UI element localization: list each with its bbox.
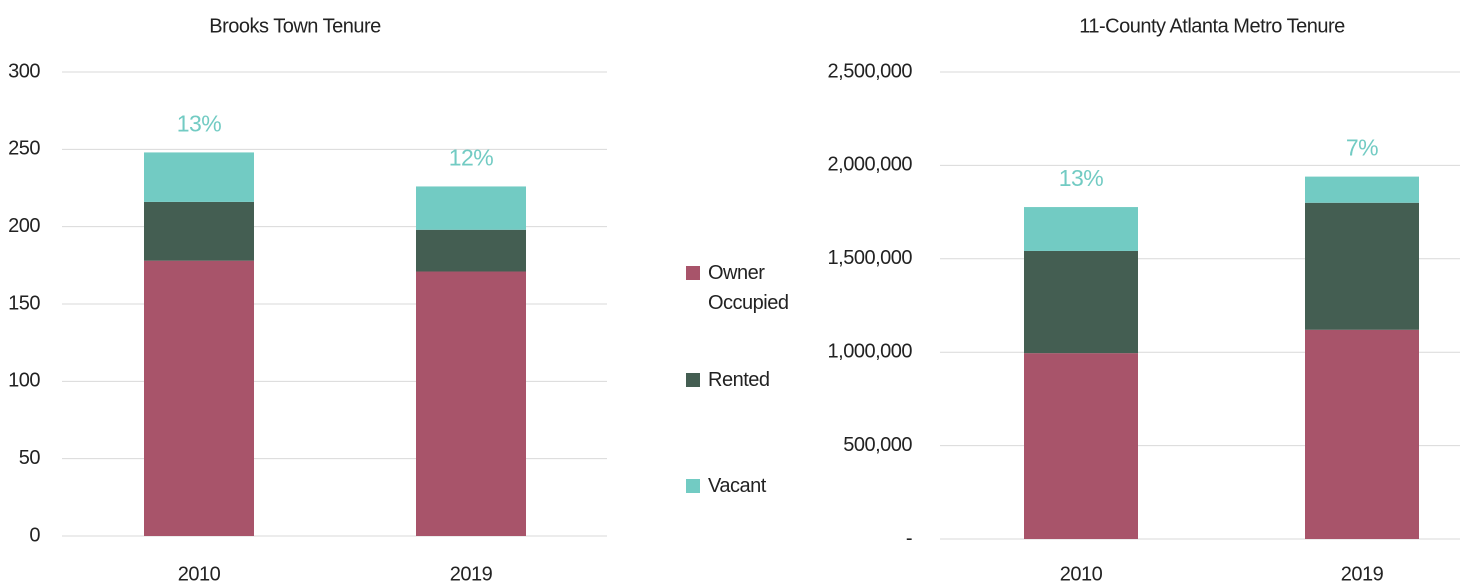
y-tick-label: 300 — [8, 60, 40, 82]
x-tick-label: 2019 — [450, 563, 493, 585]
y-tick-label: 50 — [19, 447, 41, 469]
data-label: 13% — [177, 111, 222, 137]
legend-swatch — [686, 266, 700, 280]
bar-segment — [1024, 250, 1138, 354]
bar-segment — [1305, 329, 1419, 539]
legend-swatch — [686, 479, 700, 493]
bar-segment — [1024, 353, 1138, 539]
y-tick-label: 100 — [8, 370, 40, 392]
data-label: 12% — [449, 145, 494, 171]
bar-segment — [144, 260, 254, 536]
x-tick-label: 2010 — [178, 563, 221, 585]
bar-segment — [416, 271, 526, 536]
y-tick-label: 2,000,000 — [828, 154, 913, 176]
chart-title: 11-County Atlanta Metro Tenure — [1079, 15, 1345, 37]
x-tick-label: 2019 — [1341, 563, 1384, 585]
bar-segment — [1024, 207, 1138, 251]
y-tick-label: 2,500,000 — [828, 60, 913, 82]
bar-segment — [1305, 202, 1419, 330]
x-tick-label: 2010 — [1060, 563, 1103, 585]
bar-segment — [416, 186, 526, 230]
y-tick-label: 150 — [8, 292, 40, 314]
data-label: 7% — [1346, 135, 1378, 161]
y-tick-label: 200 — [8, 215, 40, 237]
legend-label: Rented — [708, 369, 770, 391]
data-label: 13% — [1059, 165, 1104, 191]
y-tick-label: - — [906, 527, 912, 549]
bar-segment — [144, 152, 254, 202]
bar-segment — [416, 229, 526, 272]
legend-swatch — [686, 373, 700, 387]
legend-label: Vacant — [708, 475, 766, 497]
y-tick-label: 1,000,000 — [828, 340, 913, 362]
bar-segment — [144, 201, 254, 261]
y-tick-label: 1,500,000 — [828, 247, 913, 269]
y-tick-label: 250 — [8, 138, 40, 160]
y-tick-label: 500,000 — [843, 434, 912, 456]
y-tick-label: 0 — [29, 524, 40, 546]
legend-label: Owner Occupied — [708, 262, 789, 314]
chart-title: Brooks Town Tenure — [209, 15, 381, 37]
bar-segment — [1305, 176, 1419, 203]
